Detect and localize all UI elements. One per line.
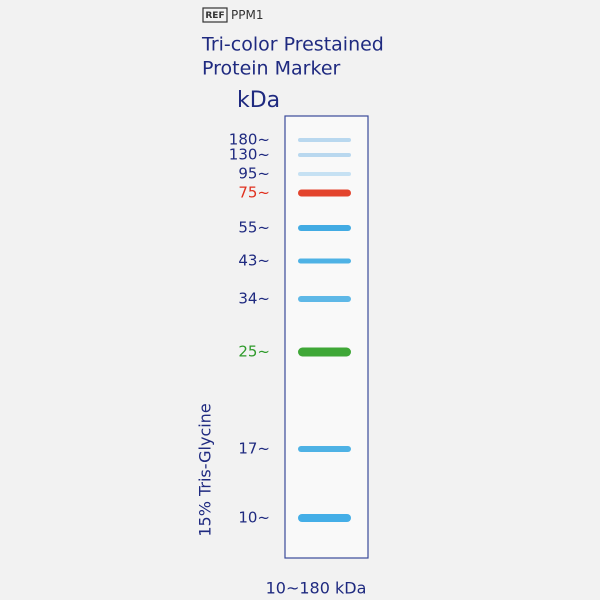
unit-label: kDa [237,88,280,113]
gel-lane [284,115,369,559]
title-line: Tri-color Prestained [201,34,384,56]
band [298,446,351,452]
band-label: 180~ [229,131,270,149]
band [298,189,351,197]
band [298,514,351,522]
title-line: Protein Marker [202,58,341,80]
band-label: 75~ [238,184,270,202]
band [298,153,351,157]
band-label: 25~ [238,343,270,361]
band [298,225,351,231]
ref-box [202,7,228,23]
band-label: 130~ [229,146,270,164]
band-label: 95~ [238,165,270,183]
band-label: 10~ [238,509,270,527]
band [298,296,351,302]
band-label: 34~ [238,290,270,308]
range-label: 10~180 kDa [266,579,367,598]
bands: 180~130~95~75~ 55~ 43~ 34~ 25~ 17~ 10~ [229,131,351,527]
ref-code: PPM1 [231,8,263,22]
band [298,138,351,142]
band [298,172,351,176]
gel-label: 15% Tris-Glycine [196,403,215,536]
band-label: 43~ [238,252,270,270]
ref-tag: REF [205,11,224,21]
band-label: 55~ [238,219,270,237]
band [298,347,351,357]
band-label: 17~ [238,440,270,458]
band [298,258,351,264]
